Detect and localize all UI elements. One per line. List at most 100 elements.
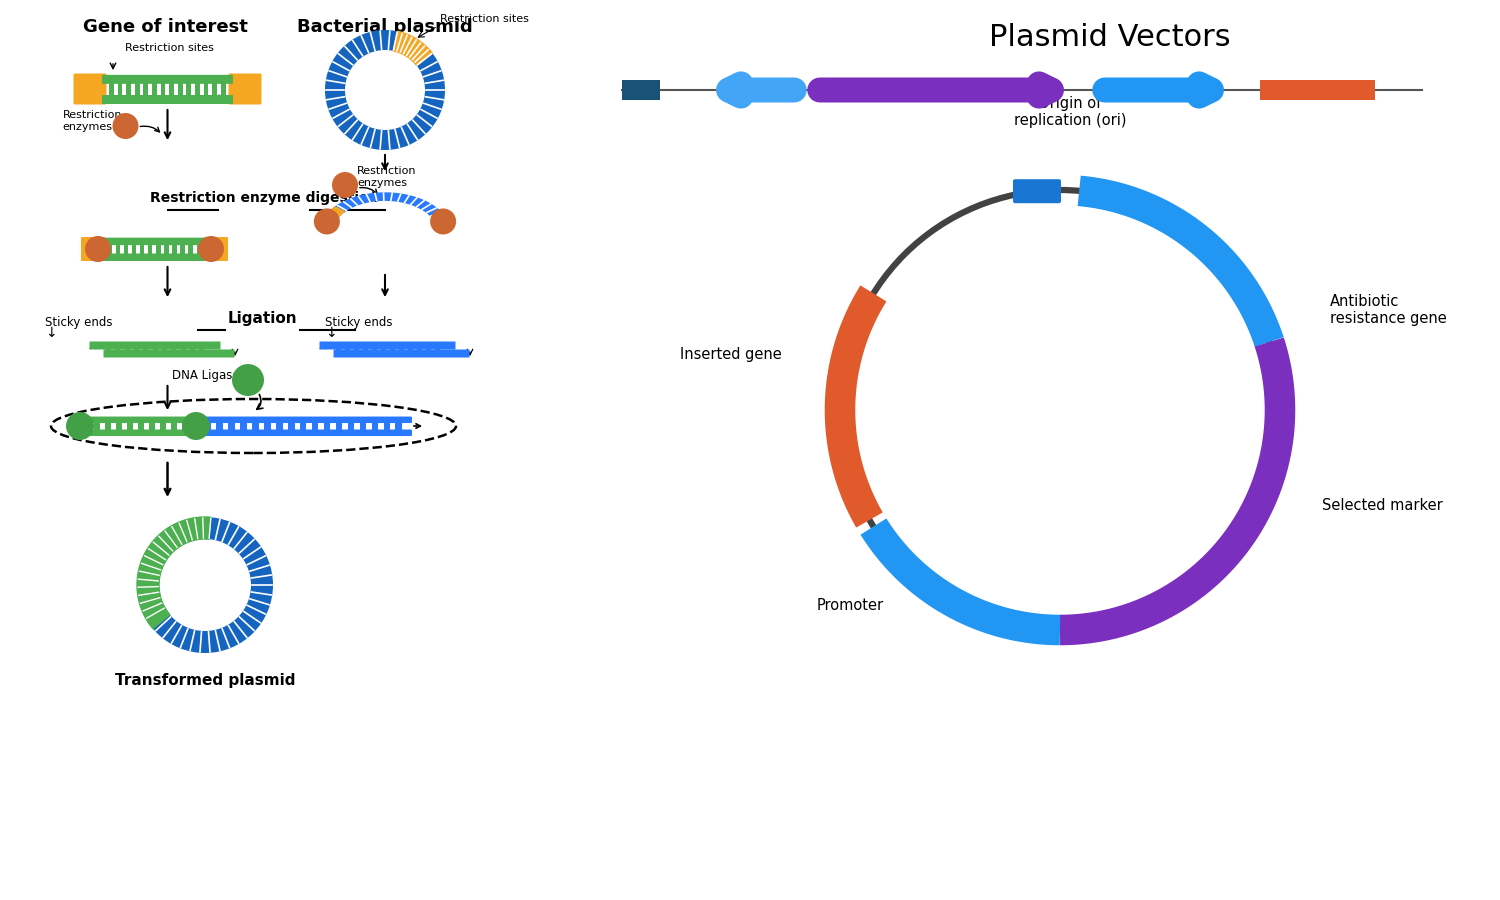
Circle shape (159, 539, 250, 631)
Circle shape (430, 209, 456, 235)
Text: Antibiotic
resistance gene: Antibiotic resistance gene (1330, 293, 1446, 326)
FancyBboxPatch shape (104, 349, 234, 357)
Polygon shape (322, 193, 448, 224)
Bar (189, 243, 194, 256)
Bar (124, 342, 129, 350)
FancyArrowPatch shape (140, 126, 159, 132)
Bar (264, 421, 270, 431)
Bar (135, 81, 140, 97)
FancyBboxPatch shape (81, 237, 105, 261)
Bar (396, 421, 402, 431)
FancyBboxPatch shape (320, 341, 456, 349)
Bar (164, 243, 168, 256)
Circle shape (182, 412, 210, 440)
Text: Promoter: Promoter (816, 598, 884, 613)
Bar (200, 342, 204, 350)
Bar (345, 342, 350, 350)
Bar (372, 342, 376, 350)
Polygon shape (322, 207, 345, 224)
Bar (240, 421, 248, 431)
Bar (148, 243, 153, 256)
Bar (417, 342, 422, 350)
Bar (348, 421, 354, 431)
Bar (276, 421, 282, 431)
Circle shape (66, 412, 94, 440)
Text: Restriction sites: Restriction sites (124, 43, 214, 53)
Bar (116, 243, 120, 256)
Bar (204, 421, 212, 431)
FancyBboxPatch shape (228, 74, 261, 104)
Bar (186, 81, 190, 97)
Bar (336, 342, 340, 350)
Text: Transformed plasmid: Transformed plasmid (114, 673, 296, 688)
Text: Restriction sites: Restriction sites (440, 14, 528, 24)
FancyBboxPatch shape (102, 95, 232, 104)
Bar (180, 342, 186, 350)
Bar (171, 421, 177, 431)
FancyBboxPatch shape (100, 238, 208, 245)
Bar (126, 421, 132, 431)
Text: ↓: ↓ (45, 326, 57, 340)
Bar (372, 421, 378, 431)
Bar (172, 243, 177, 256)
Circle shape (136, 517, 273, 653)
Bar (381, 342, 386, 350)
Polygon shape (393, 32, 432, 66)
Circle shape (345, 50, 424, 130)
Text: Ligation: Ligation (226, 311, 297, 326)
Bar (211, 81, 217, 97)
Bar (105, 421, 111, 431)
FancyBboxPatch shape (86, 429, 196, 436)
FancyBboxPatch shape (1013, 179, 1060, 203)
Bar (408, 342, 413, 350)
Bar (190, 342, 195, 350)
FancyBboxPatch shape (1260, 80, 1376, 100)
FancyBboxPatch shape (90, 341, 220, 349)
Text: Sticky ends: Sticky ends (45, 316, 112, 329)
Bar (144, 81, 148, 97)
FancyBboxPatch shape (100, 254, 208, 261)
Bar (132, 243, 136, 256)
Bar (435, 342, 439, 350)
Bar (152, 81, 156, 97)
FancyArrowPatch shape (360, 187, 376, 194)
Bar (399, 342, 404, 350)
Text: Origin of
replication (ori): Origin of replication (ori) (1014, 95, 1126, 128)
Text: Gene of interest: Gene of interest (82, 18, 248, 36)
Bar (180, 243, 184, 256)
Circle shape (198, 236, 223, 262)
Bar (117, 81, 123, 97)
FancyBboxPatch shape (204, 237, 228, 261)
Text: ↓: ↓ (326, 326, 336, 340)
Bar (288, 421, 294, 431)
Circle shape (314, 209, 340, 235)
Bar (126, 81, 130, 97)
Bar (390, 342, 394, 350)
Bar (384, 421, 390, 431)
Text: Restriction
enzymes: Restriction enzymes (357, 166, 417, 188)
Circle shape (112, 113, 138, 139)
Bar (140, 243, 144, 256)
Bar (106, 342, 111, 350)
Bar (156, 243, 160, 256)
Text: Bacterial plasmid: Bacterial plasmid (297, 18, 472, 36)
Polygon shape (136, 517, 212, 629)
Bar (204, 81, 209, 97)
FancyBboxPatch shape (622, 80, 660, 100)
Bar (162, 342, 166, 350)
Circle shape (232, 364, 264, 396)
Bar (196, 243, 201, 256)
Text: Restriction
enzymes: Restriction enzymes (63, 110, 122, 131)
FancyBboxPatch shape (86, 417, 196, 423)
Bar (195, 81, 200, 97)
Bar (93, 421, 99, 431)
Bar (138, 421, 144, 431)
Bar (116, 421, 122, 431)
Bar (170, 81, 174, 97)
Bar (124, 243, 128, 256)
Bar (148, 421, 154, 431)
Bar (336, 421, 342, 431)
Bar (134, 342, 140, 350)
Text: Restriction enzyme digestion: Restriction enzyme digestion (150, 191, 378, 205)
Bar (153, 342, 158, 350)
